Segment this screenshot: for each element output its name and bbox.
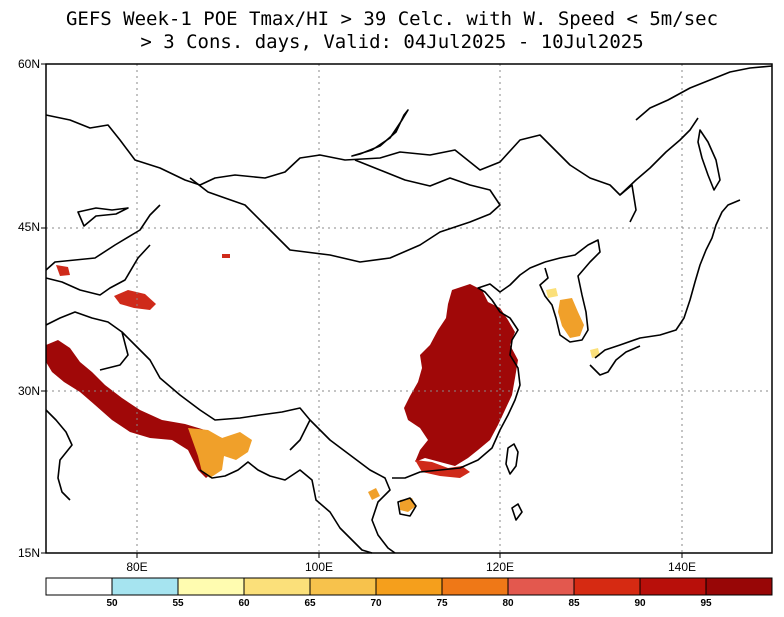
lat-label-15n: 15N (17, 546, 40, 560)
shading-pakistan-spot (114, 290, 156, 310)
border-mongolia-china (189, 159, 501, 263)
lat-label-45n: 45N (17, 220, 40, 234)
coast-korea (539, 239, 601, 343)
colorbar-label: 50 (106, 598, 118, 609)
colorbar-swatch (45, 577, 113, 596)
colorbar-swatch (441, 577, 509, 596)
border-india-china (121, 331, 311, 451)
colorbar-swatch (639, 577, 707, 596)
shading-nw-spot (56, 265, 70, 276)
colorbar-swatch (705, 577, 773, 596)
lon-label-140e: 140E (667, 560, 697, 574)
colorbar-swatch (573, 577, 641, 596)
colorbar-label: 65 (304, 598, 316, 609)
shading-mongolia-spot (222, 254, 230, 258)
plot-frame (45, 63, 773, 554)
lon-label-100e: 100E (304, 560, 334, 574)
island-hainan (397, 497, 417, 517)
colorbar-label: 60 (238, 598, 250, 609)
lat-label-30n: 30N (17, 384, 40, 398)
colorbar-label: 95 (700, 598, 712, 609)
colorbar-label: 85 (568, 598, 580, 609)
title-line-2: > 3 Cons. days, Valid: 04Jul2025 - 10Jul… (140, 31, 644, 53)
shading-india-band (46, 340, 226, 478)
shading-sw-spot (368, 488, 380, 500)
coast-russia-far-east (635, 65, 773, 121)
colorbar-label: 75 (436, 598, 448, 609)
lon-label-120e: 120E (485, 560, 515, 574)
map-outlines (45, 65, 773, 554)
shading-east-china (404, 284, 518, 466)
lake-balkhash (77, 207, 129, 227)
lon-label-80e: 80E (126, 560, 148, 574)
coast-south-china (392, 261, 546, 479)
shading-india-edge (188, 428, 252, 478)
island-luzon (511, 503, 523, 521)
colorbar-label: 55 (172, 598, 184, 609)
shading-japan-spot (590, 348, 600, 358)
coast-japan-south (589, 345, 641, 376)
border-china-west (45, 204, 161, 271)
colorbar-label: 70 (370, 598, 382, 609)
shading-korea-north (546, 288, 558, 298)
border-indochina (309, 419, 396, 554)
border-afghanistan (45, 311, 129, 371)
coast-russia-pacific (619, 117, 699, 196)
colorbar-swatch (177, 577, 245, 596)
coast-india (45, 409, 73, 501)
coast-japan (594, 199, 741, 359)
colorbar-label: 80 (502, 598, 514, 609)
colorbar-swatch (111, 577, 179, 596)
axis-ticks (41, 63, 683, 558)
coast-bay-of-bengal (199, 461, 373, 554)
lake-baikal (351, 109, 409, 157)
shading-korea (558, 298, 584, 338)
title-line-1: GEFS Week-1 POE Tmax/HI > 39 Celc. with … (65, 8, 719, 30)
colorbar-swatch (243, 577, 311, 596)
colorbar (45, 577, 773, 596)
colorbar-swatch (309, 577, 377, 596)
island-taiwan (505, 443, 519, 475)
coast-sakhalin (697, 129, 721, 191)
border-russia-mongolia (45, 114, 637, 223)
poe-shading (46, 254, 600, 512)
lat-label-60n: 60N (17, 57, 40, 71)
colorbar-swatch (507, 577, 575, 596)
colorbar-label: 90 (634, 598, 646, 609)
border-central-asia (45, 244, 151, 296)
lat-lon-grid (46, 64, 772, 553)
colorbar-swatch (375, 577, 443, 596)
